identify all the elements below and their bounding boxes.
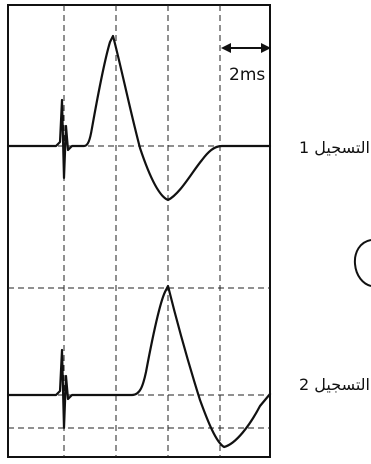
scale-bar: 2ms: [221, 43, 271, 85]
recording-1-label: التسجيل 1: [299, 138, 370, 157]
recording-2-trace: [6, 284, 272, 449]
scale-bar-right-arrowhead: [261, 43, 271, 53]
scale-bar-label: 2ms: [229, 65, 265, 85]
recording-2-label: التسجيل 2: [299, 375, 370, 394]
partial-circle-marker: [353, 239, 371, 287]
horizontal-grid: [8, 145, 270, 429]
scale-bar-left-arrowhead: [221, 43, 231, 53]
plot-frame: [7, 4, 271, 458]
vertical-grid: [63, 5, 221, 457]
recording-1-trace: [6, 34, 272, 202]
